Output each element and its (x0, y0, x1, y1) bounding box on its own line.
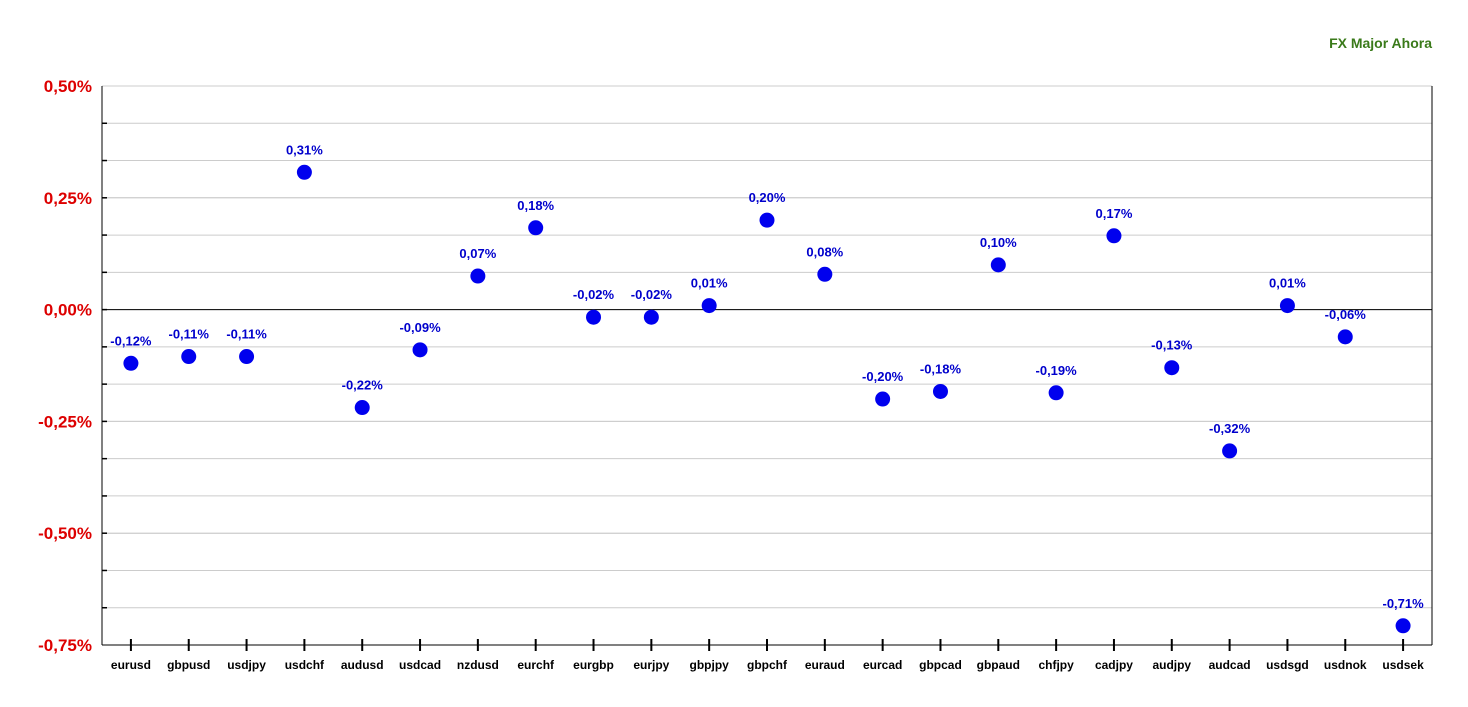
x-tick-label: euraud (805, 658, 845, 672)
x-tick-label: usdchf (285, 658, 325, 672)
data-point (181, 349, 197, 365)
data-point (990, 257, 1006, 273)
x-tick-label: eurjpy (633, 658, 669, 672)
x-tick-label: gbpjpy (690, 658, 730, 672)
data-point (932, 383, 948, 399)
data-label: -0,22% (342, 378, 384, 393)
data-point (759, 212, 775, 228)
data-label: -0,32% (1209, 421, 1251, 436)
y-tick-label: -0,75% (38, 636, 92, 655)
data-label: -0,19% (1036, 363, 1078, 378)
data-label: -0,11% (168, 327, 209, 342)
data-point (123, 355, 139, 371)
x-tick-label: usdsgd (1266, 658, 1309, 672)
axes (101, 86, 1433, 651)
data-label: -0,12% (110, 333, 152, 348)
x-tick-label: audjpy (1152, 658, 1191, 672)
data-point (412, 342, 428, 358)
data-label: -0,06% (1325, 307, 1367, 322)
data-point (1222, 443, 1238, 459)
data-labels: -0,12% -0,11% -0,11% 0,31% -0,22% -0,09% 0,07%… (110, 142, 1424, 610)
data-points (123, 164, 1411, 634)
x-tick-label: audcad (1209, 658, 1251, 672)
data-label: -0,71% (1382, 596, 1424, 611)
x-tick-label: usdjpy (227, 658, 266, 672)
data-point (470, 268, 486, 284)
data-label: -0,20% (862, 369, 904, 384)
y-tick-label: 0,50% (44, 77, 92, 96)
data-label: -0,11% (226, 327, 267, 342)
data-point (1279, 298, 1295, 314)
data-point (875, 391, 891, 407)
x-tick-label: gbpusd (167, 658, 210, 672)
x-tick-label: eurgbp (573, 658, 614, 672)
y-tick-label: 0,25% (44, 189, 92, 208)
x-tick-label: cadjpy (1095, 658, 1133, 672)
data-point (701, 298, 717, 314)
data-point (1337, 329, 1353, 345)
data-point (1164, 360, 1180, 376)
x-tick-label: usdsek (1382, 658, 1424, 672)
y-tick-label: 0,00% (44, 301, 92, 320)
data-label: 0,07% (459, 246, 496, 261)
x-tick-label: gbpchf (747, 658, 788, 672)
data-label: 0,18% (517, 198, 554, 213)
data-point (239, 349, 255, 365)
data-point (1048, 385, 1064, 401)
y-tick-label: -0,25% (38, 412, 92, 431)
x-tick-labels: eurusd gbpusd usdjpy usdchf audusd usdcad nzdu… (111, 658, 1424, 672)
data-point (586, 309, 602, 325)
data-point (643, 309, 659, 325)
x-tick-label: usdcad (399, 658, 441, 672)
data-point (1106, 228, 1122, 244)
data-label: 0,10% (980, 235, 1017, 250)
data-label: 0,31% (286, 142, 323, 157)
legend-label: FX Major Ahora (1329, 35, 1432, 51)
data-label: -0,18% (920, 361, 962, 376)
data-label: 0,17% (1096, 206, 1133, 221)
data-label: 0,08% (806, 244, 843, 259)
x-tick-label: gbpcad (919, 658, 962, 672)
x-tick-label: chfjpy (1038, 658, 1074, 672)
y-tick-label: -0,50% (38, 524, 92, 543)
data-point (817, 266, 833, 282)
x-tick-label: nzdusd (457, 658, 499, 672)
x-tick-label: eurchf (517, 658, 555, 672)
x-tick-label: audusd (341, 658, 384, 672)
data-label: -0,02% (573, 287, 615, 302)
data-label: -0,13% (1151, 338, 1193, 353)
data-point (528, 220, 544, 236)
data-point (296, 164, 312, 180)
x-tick-label: gbpaud (977, 658, 1020, 672)
x-tick-label: usdnok (1324, 658, 1367, 672)
data-label: 0,01% (1269, 276, 1306, 291)
data-point (354, 400, 370, 416)
data-label: 0,20% (749, 190, 786, 205)
y-tick-labels: 0,50% 0,25% 0,00% -0,25% -0,50% -0,75% (38, 77, 92, 655)
grid-lines (102, 85, 1432, 646)
x-tick-label: eurusd (111, 658, 151, 672)
data-label: -0,02% (631, 287, 673, 302)
data-point (1395, 618, 1411, 634)
x-tick-label: eurcad (863, 658, 902, 672)
data-label: 0,01% (691, 276, 728, 291)
data-label: -0,09% (399, 320, 441, 335)
